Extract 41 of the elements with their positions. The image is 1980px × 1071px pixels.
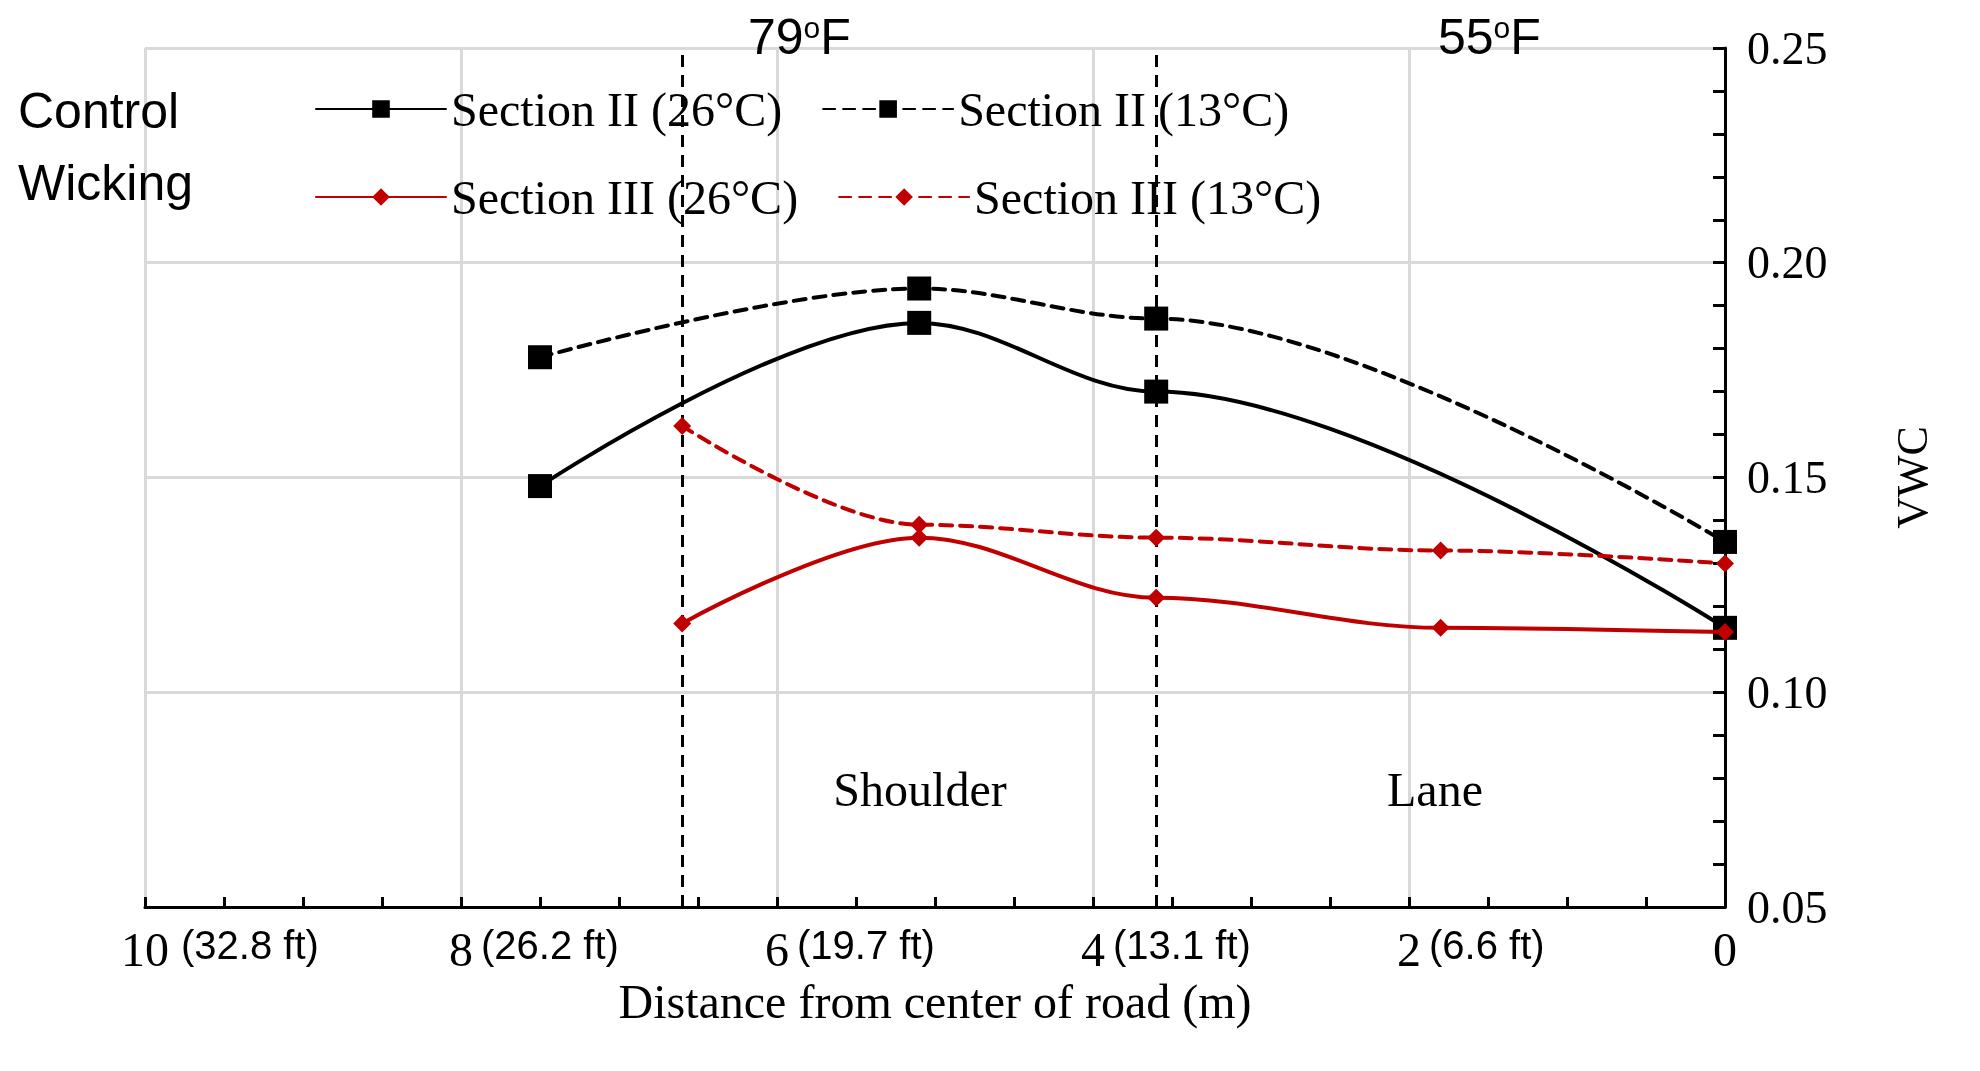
point: [1144, 379, 1169, 404]
legend-label: Section II (26°C): [451, 82, 783, 137]
x-tick-label: 10: [121, 922, 169, 976]
y-tick-label: 0.15: [1747, 452, 1828, 503]
point: [1147, 588, 1166, 607]
y-tick-label: 0.25: [1747, 22, 1828, 74]
annotation: Control: [18, 83, 180, 139]
point: [1147, 528, 1166, 547]
legend-label: Section II (13°C): [958, 82, 1290, 137]
x-tick-label: 2: [1397, 922, 1421, 976]
point: [673, 416, 692, 435]
text: (6.6 ft): [1429, 923, 1545, 967]
legend-label: Section III (13°C): [974, 170, 1322, 225]
x-tick-label: 6: [765, 922, 789, 976]
x-axis-title: Distance from center of road (m): [618, 975, 1252, 1030]
point: [907, 310, 932, 335]
y-tick-label: 0.20: [1747, 237, 1828, 289]
point: [910, 515, 929, 534]
legend-label: Section III (26°C): [451, 170, 799, 225]
x-tick-label: 8: [449, 922, 473, 976]
text: (13.1 ft): [1113, 923, 1251, 967]
annotation: Lane: [1387, 763, 1483, 817]
x-tick-label: 0: [1713, 922, 1737, 976]
y-tick-label: 0.10: [1747, 666, 1828, 718]
text: (19.7 ft): [797, 923, 935, 967]
point: [1713, 529, 1737, 554]
point: [1431, 541, 1450, 560]
text: (26.2 ft): [481, 923, 619, 967]
annotation: Wicking: [18, 155, 194, 211]
point: [528, 345, 552, 370]
point: [1716, 554, 1734, 573]
point: [673, 614, 692, 633]
text: (32.8 ft): [181, 923, 319, 967]
y-axis-title: VWC: [1887, 426, 1937, 529]
x-tick-label: 4: [1081, 922, 1105, 976]
point: [1144, 306, 1169, 331]
y-tick-label: 0.05: [1747, 881, 1828, 933]
annotation: Shoulder: [833, 763, 1007, 817]
point: [907, 276, 932, 301]
point: [1431, 618, 1450, 637]
point: [528, 474, 552, 499]
